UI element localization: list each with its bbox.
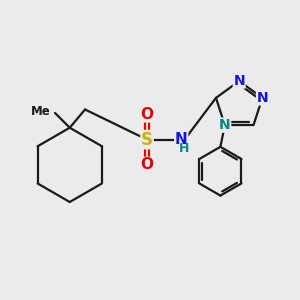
- Text: H: H: [179, 142, 189, 155]
- Text: O: O: [140, 158, 154, 172]
- Text: O: O: [140, 107, 154, 122]
- Text: N: N: [256, 91, 268, 105]
- Text: N: N: [175, 132, 188, 147]
- Text: S: S: [141, 130, 153, 148]
- Text: N: N: [233, 74, 245, 88]
- Text: N: N: [219, 118, 231, 132]
- Text: Me: Me: [31, 105, 51, 118]
